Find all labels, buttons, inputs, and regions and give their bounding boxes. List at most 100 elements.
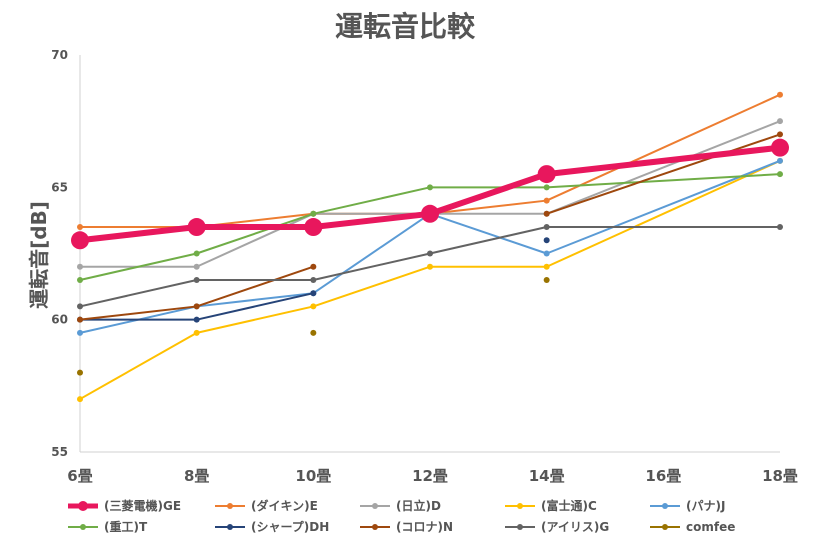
data-point [777,118,783,125]
legend-item: (アイリス)G [505,520,609,534]
legend-label: (ダイキン)E [251,498,318,513]
y-tick-labels: 55 60 65 70 [51,48,68,459]
data-point [71,231,89,250]
legend-swatch-marker [80,524,86,530]
series-0 [71,138,789,250]
legend-item: (日立)D [360,498,441,513]
data-point [310,329,317,336]
data-point [777,91,783,98]
y-tick-label: 65 [51,180,68,194]
legend-swatch-marker [78,501,88,511]
series-line-segment [545,120,781,215]
data-point [543,210,550,217]
data-point [193,276,200,283]
series-line-segment [545,93,781,202]
data-point [421,204,439,223]
legend-label: (シャープ)DH [251,519,329,534]
legend: (三菱電機)GE (ダイキン)E (日立)D (富士通)C (パナ)J (重工)T (シャー… [68,498,735,534]
series-line-segment [429,212,548,255]
series-line-segment [312,265,431,308]
series-line-segment [310,210,433,231]
series-line-segment [79,331,198,401]
data-point [77,396,83,403]
chart-title: 運転音比較 [335,10,476,43]
legend-label: (日立)D [396,498,441,513]
data-point [310,303,317,310]
legend-swatch-marker [227,503,233,509]
legend-label: (重工)T [104,519,148,534]
series-line-segment [195,292,315,321]
legend-item: (富士通)C [505,498,597,513]
data-point [77,303,83,310]
data-point [77,316,83,323]
data-point [543,197,550,204]
legend-swatch-marker [517,503,523,509]
data-point [543,237,550,244]
series-line-segment [429,199,548,215]
y-tick-label: 60 [51,313,68,327]
legend-label: (コロナ)N [396,520,453,534]
legend-swatch-marker [227,524,233,530]
legend-item: (重工)T [68,519,148,534]
legend-label: (富士通)C [541,498,597,513]
x-tick-label: 6畳 [67,467,92,485]
series-line-segment [77,224,200,244]
legend-item: comfee [650,520,735,534]
legend-item: (シャープ)DH [215,519,329,534]
data-point [310,263,317,270]
series-line-segment [312,186,431,215]
series-line-segment [79,305,198,321]
data-point [193,329,200,336]
data-point [193,303,200,310]
data-point [543,263,550,270]
legend-label: (三菱電機)GE [104,498,181,513]
data-point [427,250,433,257]
x-tick-label: 14畳 [529,467,565,485]
data-point [77,276,83,283]
legend-swatch-marker [662,524,668,530]
series-5 [77,171,783,283]
data-point [777,131,783,138]
data-point [543,224,550,231]
data-point [77,369,83,376]
data-point [543,184,550,191]
series-line-segment [195,212,315,255]
series-9 [77,276,550,376]
legend-item: (パナ)J [650,499,725,513]
data-point [543,250,550,257]
y-axis-label: 運転音[dB] [27,201,51,309]
data-point [777,224,783,231]
series-3 [77,157,783,403]
legend-item: (コロナ)N [360,520,453,534]
x-tick-label: 16畳 [645,467,681,485]
series-line-segment [429,226,548,255]
x-tick-labels: 6畳 8畳 10畳 12畳 14畳 16畳 18畳 [67,467,798,485]
series-line-segment [195,212,315,268]
series-line-segment [195,305,315,334]
series-line-segment [79,252,198,281]
data-point [310,290,317,297]
series-line-segment [195,265,315,308]
y-tick-label: 55 [51,445,68,459]
data-point [427,184,433,191]
legend-label: (アイリス)G [541,520,609,534]
series-line-segment [545,133,781,215]
data-point [77,224,83,231]
x-tick-label: 12畳 [412,467,448,485]
data-point [543,276,550,283]
legend-label: comfee [686,520,735,534]
series-line-segment [545,173,781,189]
legend-swatch-marker [662,503,668,509]
series-layer [71,91,789,403]
x-tick-label: 8畳 [184,467,209,485]
data-point [777,157,783,164]
series-7 [77,131,783,323]
legend-label: (パナ)J [686,499,725,513]
data-point [777,171,783,178]
series-line-segment [545,159,781,268]
series-line-segment [312,212,431,295]
series-line-segment [543,144,783,178]
data-point [304,218,323,237]
series-8 [77,224,783,310]
